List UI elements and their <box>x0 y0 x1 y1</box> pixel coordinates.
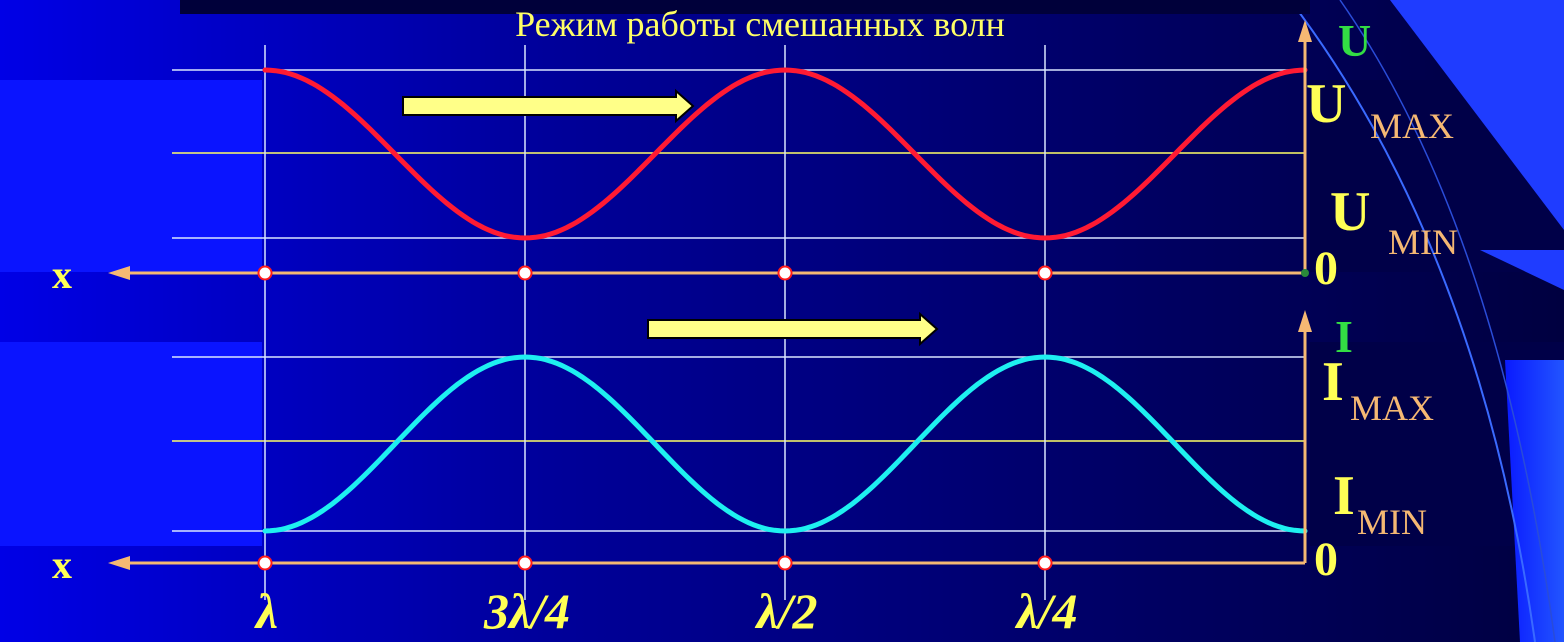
left-panel-top <box>0 80 262 272</box>
i-min-label: I <box>1333 465 1355 527</box>
current-curve <box>262 354 1308 534</box>
voltage-x-axis-arrowhead <box>108 266 130 280</box>
x-markers <box>257 265 1309 571</box>
current-x-axis-arrowhead <box>108 556 130 570</box>
voltage-zero-label: 0 <box>1314 242 1338 295</box>
title-bar <box>180 0 1310 14</box>
propagation-arrow-top <box>402 88 695 124</box>
u-max-label: U <box>1306 73 1346 135</box>
voltage-x-label: x <box>52 252 72 297</box>
x-marker <box>1037 265 1053 281</box>
voltage-y-axis-arrowhead <box>1298 20 1312 42</box>
propagation-arrow-bottom <box>647 311 939 347</box>
corner-stripe-top <box>1390 0 1564 230</box>
i-max-label: I <box>1322 351 1344 413</box>
x-tick-labels: λ 3λ/4 λ/2 λ/4 <box>254 583 1078 639</box>
x-tick-label: λ/4 <box>1014 583 1077 639</box>
i-min-subscript: MIN <box>1357 502 1427 542</box>
x-marker <box>257 265 273 281</box>
u-min-label: U <box>1330 181 1370 243</box>
corner-stripe-bottom <box>1505 360 1564 642</box>
origin-dot <box>1301 269 1309 277</box>
i-max-subscript: MAX <box>1350 388 1434 428</box>
voltage-axis-name: U <box>1338 15 1371 66</box>
x-tick-label: λ <box>254 583 278 639</box>
slide-title: Режим работы смешанных волн <box>515 4 1005 44</box>
voltage-axes <box>108 20 1312 280</box>
current-axis-name: I <box>1335 311 1353 362</box>
voltage-curve <box>262 67 1308 241</box>
current-zero-label: 0 <box>1314 533 1338 586</box>
decorative-arc-2 <box>1339 0 1556 642</box>
x-marker <box>777 265 793 281</box>
left-panel-bottom <box>0 342 262 546</box>
current-grid <box>172 356 1305 532</box>
u-max-subscript: MAX <box>1370 106 1454 146</box>
x-marker <box>517 555 533 571</box>
current-x-label: x <box>52 542 72 587</box>
x-tick-label: 3λ/4 <box>483 583 570 639</box>
x-marker <box>1037 555 1053 571</box>
x-marker <box>777 555 793 571</box>
corner-stripe-mid <box>1480 250 1564 290</box>
vertical-gridlines <box>264 45 1046 600</box>
x-tick-label: λ/2 <box>754 583 817 639</box>
voltage-grid <box>172 69 1305 239</box>
x-marker <box>517 265 533 281</box>
u-min-subscript: MIN <box>1388 222 1458 262</box>
current-y-axis-arrowhead <box>1298 310 1312 332</box>
decorative-arc <box>1289 0 1536 642</box>
current-axes <box>108 310 1312 570</box>
x-marker <box>257 555 273 571</box>
